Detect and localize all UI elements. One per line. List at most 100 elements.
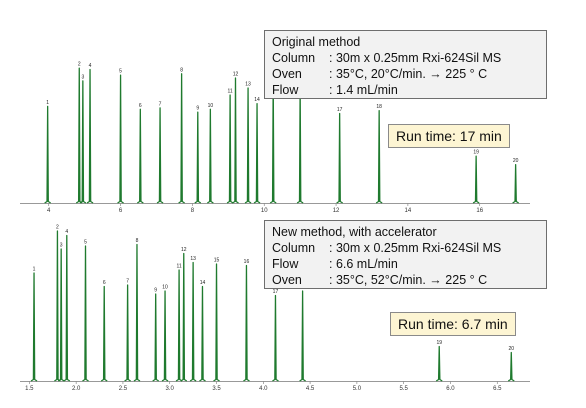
x-tick-label: 3.0 (166, 386, 175, 392)
peak-12 (232, 77, 239, 204)
peak-label: 19 (473, 150, 479, 156)
peak-label: 11 (228, 89, 233, 95)
peak-19 (435, 345, 443, 382)
info-row-column: Column : 30m x 0.25mm Rxi-624Sil MS (272, 50, 539, 66)
info-value: : 30m x 0.25mm Rxi-624Sil MS (329, 241, 502, 255)
peak-label: 4 (65, 229, 68, 235)
x-tick-label: 6 (119, 208, 123, 214)
x-tick-label: 2.5 (119, 386, 128, 392)
info-value: : 6.6 mL/min (329, 257, 398, 271)
peak-4 (86, 68, 94, 204)
peak-label: 12 (181, 247, 187, 253)
peak-17 (336, 112, 343, 204)
info-key: Oven (272, 67, 302, 81)
chromatogram-original: 4681012141612345678910111213141516171819… (20, 62, 530, 214)
x-tick-label: 6.0 (446, 386, 455, 392)
peak-label: 9 (154, 288, 157, 294)
peak-11 (226, 94, 234, 204)
peak-label: 6 (103, 280, 106, 286)
peak-20 (512, 164, 519, 204)
peak-label: 17 (273, 289, 279, 295)
peak-20 (507, 351, 515, 382)
info-key: Flow (272, 83, 299, 97)
x-tick-label: 4 (47, 208, 51, 214)
peak-8 (178, 73, 185, 204)
peak-label: 1 (33, 267, 36, 273)
peak-16 (296, 84, 304, 204)
peak-6 (100, 285, 108, 382)
peak-label: 4 (89, 63, 92, 69)
peak-label: 8 (136, 238, 139, 244)
peak-label: 14 (200, 280, 206, 286)
peak-3 (79, 80, 87, 204)
info-box-original: Original method Column : 30m x 0.25mm Rx… (264, 30, 547, 99)
x-tick-label: 4.0 (259, 386, 268, 392)
info-row-flow: Flow : 6.6 mL/min (272, 256, 539, 272)
peak-label: 9 (196, 106, 199, 112)
x-tick-label: 16 (476, 208, 483, 214)
x-tick-label: 12 (333, 208, 340, 214)
info-value: : 35°C, 52°C/min. → 225 ° C (329, 273, 488, 287)
peak-2 (75, 67, 83, 204)
x-tick-label: 6.5 (493, 386, 502, 392)
info-key: Column (272, 241, 316, 255)
peak-17 (272, 294, 279, 382)
x-tick-label: 10 (261, 208, 268, 214)
x-tick-label: 1.5 (25, 386, 34, 392)
peak-label: 10 (162, 285, 168, 291)
peak-label: 5 (84, 240, 87, 246)
peak-11 (175, 269, 183, 382)
peak-label: 15 (214, 258, 220, 264)
peak-7 (156, 107, 164, 204)
peak-4 (63, 234, 71, 382)
peak-9 (194, 111, 202, 204)
peak-label: 19 (436, 340, 442, 346)
info-box-title: Original method (272, 35, 361, 49)
peak-5 (117, 74, 124, 204)
peak-label: 18 (376, 104, 382, 110)
peak-label: 7 (126, 279, 129, 285)
peak-label: 2 (78, 62, 81, 68)
peak-label: 11 (176, 264, 181, 270)
peak-label: 17 (337, 107, 343, 113)
peak-label: 5 (119, 69, 122, 75)
x-tick-label: 8 (191, 208, 195, 214)
peak-label: 13 (245, 81, 251, 87)
info-row-oven: Oven : 35°C, 52°C/min. → 225 ° C (272, 272, 539, 288)
peak-19 (472, 155, 480, 204)
peak-18 (299, 290, 306, 382)
peak-label: 8 (180, 67, 183, 73)
peak-label: 12 (233, 72, 239, 78)
peak-1 (30, 272, 38, 382)
peak-label: 14 (254, 97, 260, 103)
peak-10 (207, 108, 214, 204)
x-tick-label: 5.0 (353, 386, 362, 392)
peak-8 (133, 243, 141, 382)
peak-10 (161, 290, 169, 382)
peak-label: 20 (509, 346, 515, 352)
peak-1 (44, 105, 52, 204)
peak-label: 20 (513, 158, 519, 164)
info-box-title: New method, with accelerator (272, 225, 437, 239)
x-tick-label: 4.5 (306, 386, 315, 392)
info-key: Flow (272, 257, 299, 271)
info-box-accelerated: New method, with accelerator Column : 30… (264, 220, 547, 289)
peak-16 (243, 264, 250, 382)
peak-3 (57, 248, 65, 382)
peak-label: 6 (139, 103, 142, 109)
info-key: Column (272, 51, 316, 65)
peak-label: 10 (208, 103, 214, 109)
peak-6 (136, 108, 144, 204)
peak-label: 1 (46, 100, 49, 106)
x-tick-label: 3.5 (212, 386, 221, 392)
peak-18 (375, 110, 383, 204)
run-time-accelerated: Run time: 6.7 min (390, 312, 516, 336)
peak-label: 2 (56, 225, 59, 231)
peak-label: 7 (159, 101, 162, 107)
x-tick-label: 2.0 (72, 386, 81, 392)
peak-13 (244, 87, 252, 204)
peak-label: 3 (81, 74, 84, 80)
info-value: : 1.4 mL/min (329, 83, 398, 97)
info-row-oven: Oven : 35°C, 20°C/min. → 225 ° C (272, 66, 539, 82)
